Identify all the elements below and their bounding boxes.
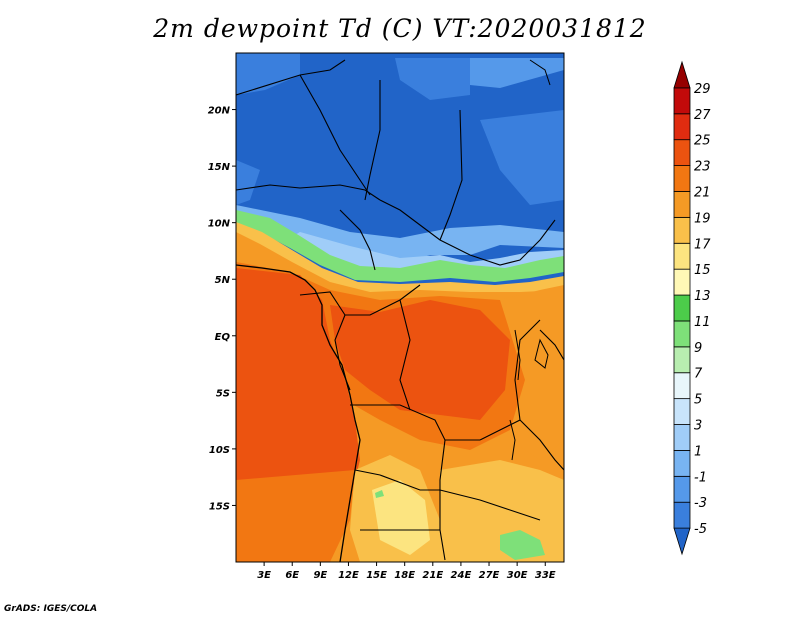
colorbar-swatch	[673, 320, 691, 348]
lat-tick-label: 10N	[208, 219, 231, 230]
lat-tick-label: 20N	[208, 106, 231, 117]
colorbar-label: 11	[694, 315, 711, 330]
lat-tick-label: 10S	[209, 445, 230, 456]
latitude-axis: 20N 15N 10N 5N EQ 5S 10S 15S	[208, 106, 236, 512]
colorbar-label: 29	[694, 82, 711, 97]
colorbar-swatch	[673, 139, 691, 166]
map-panel	[236, 53, 564, 562]
colorbar-label: 5	[694, 393, 702, 408]
lat-tick-label: 5N	[215, 275, 231, 286]
map-title: 2m dewpoint Td (C) VT:2020031812	[153, 14, 647, 43]
colorbar-label: 3	[694, 419, 702, 434]
colorbar-swatch	[673, 346, 691, 374]
colorbar-swatch	[673, 398, 691, 425]
colorbar-label: 13	[694, 289, 711, 304]
lat-tick-label: 15N	[208, 162, 231, 173]
colorbar-swatch	[673, 165, 691, 192]
colorbar-swatch	[673, 191, 691, 218]
lon-tick-label: 6E	[285, 570, 299, 581]
lon-tick-label: 15E	[366, 570, 387, 581]
colorbar-swatch	[673, 294, 691, 322]
lon-tick-label: 9E	[313, 570, 327, 581]
map-frame	[235, 52, 565, 563]
lat-tick-label: EQ	[215, 332, 231, 343]
colorbar-label: 15	[694, 263, 711, 278]
longitude-axis: 3E 6E 9E 12E 15E 18E 21E 24E 27E 30E 33E	[257, 562, 556, 581]
colorbar-label: 19	[694, 211, 711, 226]
lat-tick-label: 15S	[209, 501, 230, 512]
colorbar-label: -5	[694, 522, 707, 537]
colorbar-label: 23	[694, 160, 711, 175]
colorbar-swatch	[673, 113, 691, 141]
colorbar-swatch	[673, 475, 691, 503]
colorbar-swatch	[673, 87, 691, 115]
lon-tick-label: 21E	[422, 570, 443, 581]
colorbar-label: 25	[694, 134, 711, 149]
lon-tick-label: 3E	[257, 570, 271, 581]
lon-tick-label: 33E	[535, 570, 556, 581]
grads-credit: GrADS: IGES/COLA	[4, 604, 98, 614]
colorbar-swatch	[673, 60, 691, 89]
lon-tick-label: 24E	[451, 570, 472, 581]
colorbar-label: 17	[694, 237, 711, 252]
colorbar-label: 21	[694, 185, 711, 200]
colorbar-swatch	[673, 216, 691, 244]
lat-tick-label: 5S	[216, 388, 230, 399]
lon-tick-label: 30E	[507, 570, 528, 581]
colorbar-label: -1	[694, 470, 707, 485]
colorbar-swatch	[673, 527, 691, 556]
colorbar-label: 27	[694, 108, 711, 123]
colorbar-label: -3	[694, 496, 707, 511]
colorbar-swatch	[673, 372, 691, 400]
colorbar-label: 9	[694, 341, 702, 356]
colorbar-swatch	[673, 450, 691, 477]
colorbar-label: 7	[694, 367, 703, 382]
colorbar-swatch	[673, 424, 691, 451]
colorbar-swatch	[673, 268, 691, 296]
lon-tick-label: 12E	[338, 570, 359, 581]
colorbar-swatch	[673, 501, 691, 529]
lon-tick-label: 18E	[394, 570, 415, 581]
lon-tick-label: 27E	[479, 570, 500, 581]
colorbar-label: 1	[694, 444, 702, 459]
colorbar-swatch	[673, 242, 691, 270]
